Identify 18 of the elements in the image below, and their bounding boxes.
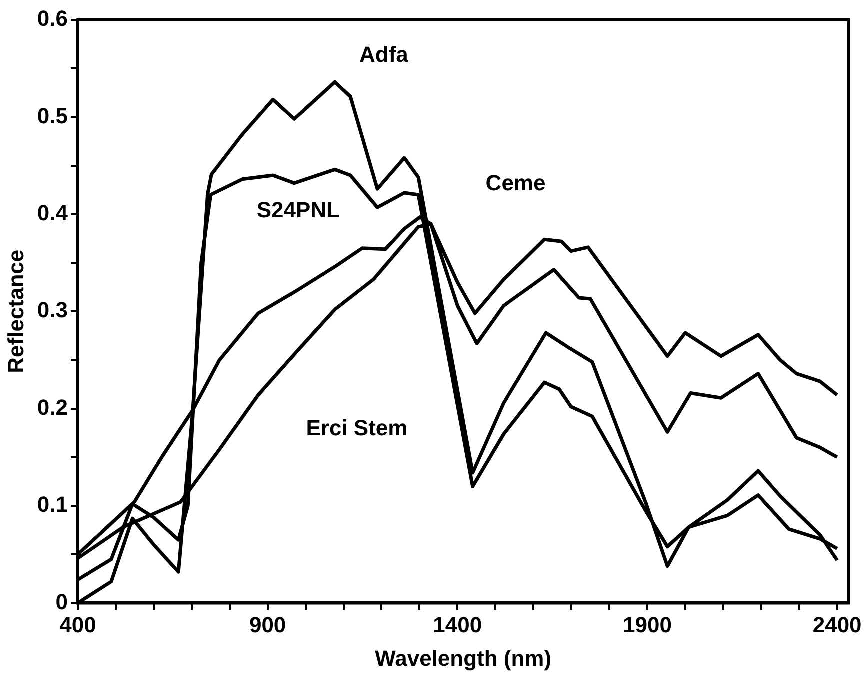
annotation: Adfa — [360, 42, 410, 68]
x-tick-label: 400 — [60, 612, 96, 638]
y-tick-label: 0 — [56, 589, 68, 614]
y-tick-label: 0.5 — [37, 103, 68, 128]
x-axis-title: Wavelength (nm) — [375, 646, 552, 671]
y-tick-label: 0.1 — [37, 492, 68, 518]
y-tick-label: 0.2 — [37, 394, 68, 420]
y-axis-title: Reflectance — [3, 250, 28, 374]
annotation: Erci Stem — [306, 415, 408, 440]
y-tick-label: 0.3 — [37, 298, 68, 323]
x-tick-label: 900 — [249, 612, 286, 638]
annotation: Ceme — [486, 170, 546, 196]
x-tick-label: 2400 — [812, 612, 862, 638]
annotation: S24PNL — [256, 197, 340, 222]
y-tick-label: 0.6 — [37, 6, 68, 32]
x-tick-label: 1900 — [623, 612, 672, 638]
y-tick-label: 0.4 — [37, 200, 69, 226]
x-tick-label: 1400 — [433, 612, 482, 638]
